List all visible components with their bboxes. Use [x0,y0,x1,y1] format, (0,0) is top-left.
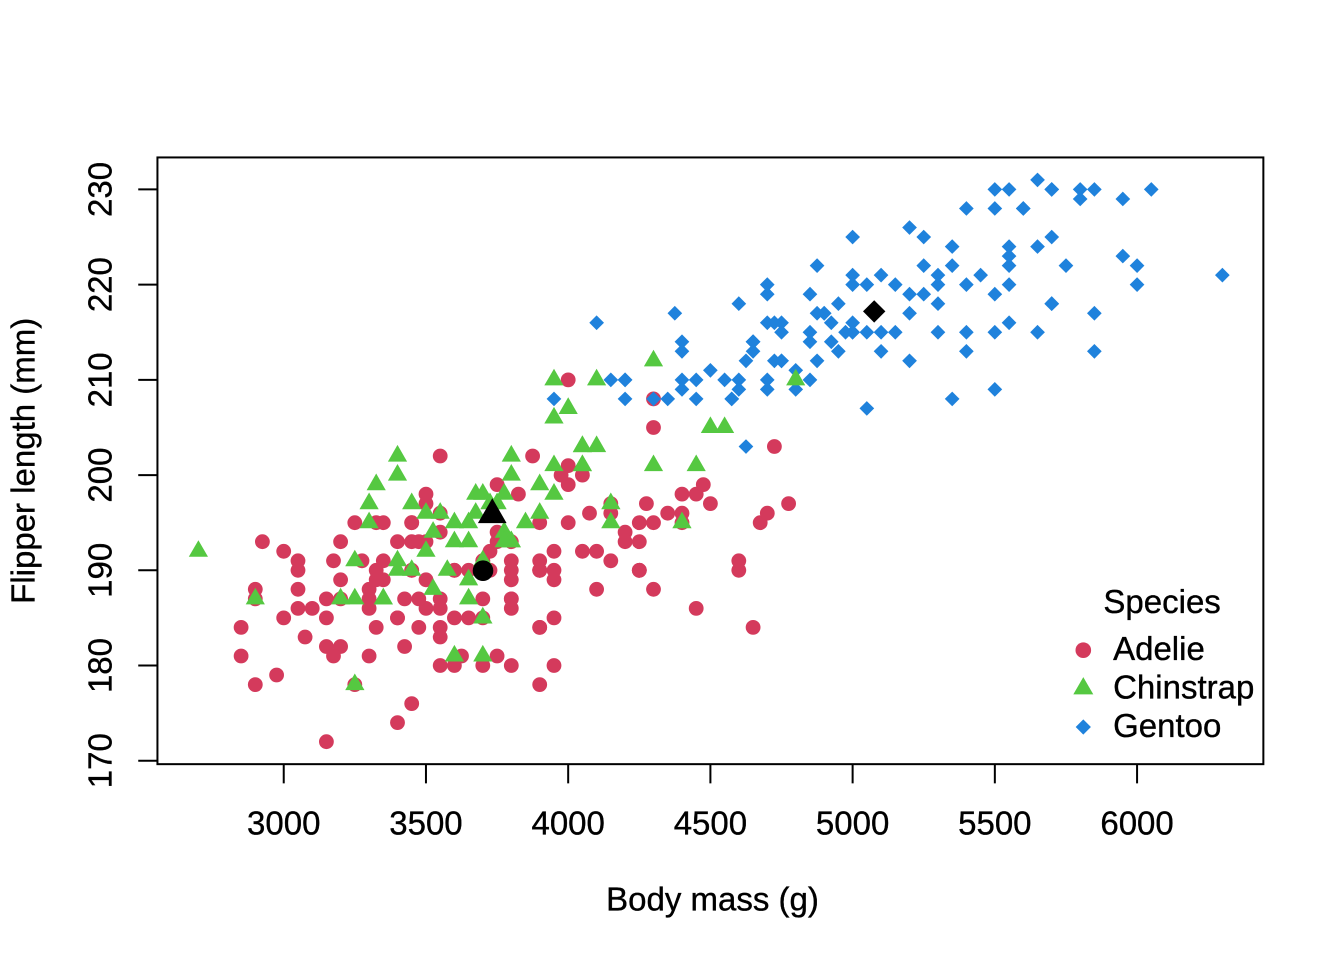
svg-text:4000: 4000 [531,805,604,842]
svg-text:3000: 3000 [247,805,320,842]
svg-text:5500: 5500 [958,805,1031,842]
svg-text:Species: Species [1103,583,1220,620]
svg-text:6000: 6000 [1100,805,1173,842]
svg-text:Adelie: Adelie [1113,630,1205,667]
svg-text:Gentoo: Gentoo [1113,707,1221,744]
svg-text:Flipper length (mm): Flipper length (mm) [5,318,42,604]
svg-text:200: 200 [81,448,118,503]
svg-text:190: 190 [81,543,118,598]
svg-text:210: 210 [81,352,118,407]
svg-text:170: 170 [81,733,118,788]
svg-text:4500: 4500 [674,805,747,842]
svg-text:Body mass (g): Body mass (g) [606,880,819,917]
svg-text:220: 220 [81,257,118,312]
svg-text:180: 180 [81,638,118,693]
svg-text:5000: 5000 [816,805,889,842]
svg-text:230: 230 [81,162,118,217]
svg-text:3500: 3500 [389,805,462,842]
svg-text:Chinstrap: Chinstrap [1113,668,1254,705]
